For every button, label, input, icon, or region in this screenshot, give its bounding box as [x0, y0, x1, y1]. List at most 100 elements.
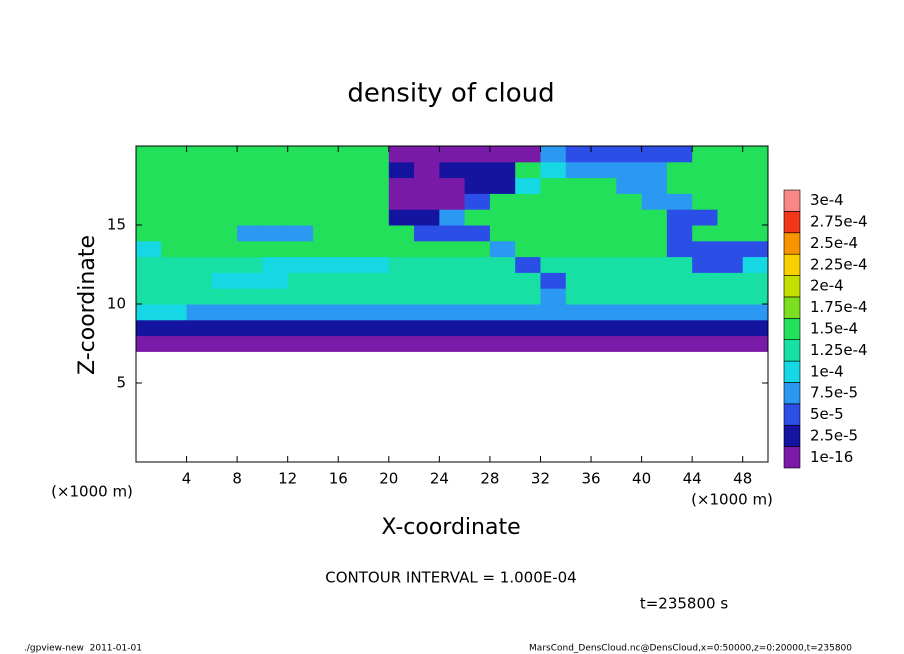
- heatmap-cell: [591, 193, 617, 210]
- heatmap-cell: [540, 304, 567, 321]
- heatmap-cell: [641, 240, 668, 258]
- x-tick-label: 32: [531, 470, 550, 488]
- heatmap-cell: [565, 272, 592, 289]
- heatmap-cell: [388, 256, 415, 273]
- heatmap-cell: [439, 335, 466, 352]
- heatmap-cell: [717, 304, 744, 321]
- heatmap-cell: [540, 335, 567, 352]
- heatmap-cell: [338, 193, 365, 210]
- heatmap-cell: [591, 240, 617, 258]
- heatmap-cell: [591, 288, 617, 305]
- heatmap-cell: [692, 225, 718, 242]
- heatmap-cell: [186, 225, 213, 242]
- heatmap-cell: [388, 177, 415, 194]
- heatmap-cell: [312, 161, 339, 179]
- heatmap-cell: [742, 209, 769, 226]
- colorbar-label: 3e-4: [810, 191, 844, 209]
- heatmap-cell: [287, 209, 314, 226]
- heatmap-cell: [136, 256, 162, 273]
- heatmap-cell: [439, 319, 466, 337]
- heatmap-cell: [591, 146, 617, 163]
- heatmap-cell: [591, 304, 617, 321]
- heatmap-cell: [186, 193, 213, 210]
- heatmap-cell: [692, 161, 718, 179]
- heatmap-cell: [287, 177, 314, 194]
- heatmap-cell: [464, 319, 491, 337]
- heatmap-cell: [565, 161, 592, 179]
- heatmap-cell: [388, 146, 415, 163]
- heatmap-cell: [312, 304, 339, 321]
- heatmap-cell: [591, 256, 617, 273]
- heatmap-cell: [666, 319, 693, 337]
- heatmap-cell: [338, 335, 365, 352]
- heatmap-cell: [287, 335, 314, 352]
- heatmap-cell: [515, 240, 541, 258]
- heatmap-cell: [262, 146, 289, 163]
- heatmap-cell: [616, 288, 643, 305]
- heatmap-cell: [540, 161, 567, 179]
- footer-left: ./gpview-new 2011-01-01: [24, 644, 142, 654]
- heatmap-cell: [388, 209, 415, 226]
- time-label: t=235800 s: [640, 595, 728, 613]
- heatmap-cell: [666, 335, 693, 352]
- heatmap-cell: [237, 146, 263, 163]
- heatmap-cell: [161, 240, 188, 258]
- heatmap-cell: [666, 225, 693, 242]
- x-tick-label: 24: [430, 470, 449, 488]
- heatmap-cell: [338, 161, 365, 179]
- heatmap-cell: [515, 335, 541, 352]
- heatmap-cell: [388, 319, 415, 337]
- heatmap-cell: [388, 335, 415, 352]
- heatmap-cell: [161, 193, 188, 210]
- heatmap-cell: [717, 177, 744, 194]
- heatmap-cell: [414, 161, 440, 179]
- heatmap-cell: [414, 177, 440, 194]
- colorbar-label: 2.25e-4: [810, 255, 868, 273]
- colorbar-label: 1e-4: [810, 362, 844, 380]
- heatmap-cell: [616, 240, 643, 258]
- heatmap-cell: [211, 177, 238, 194]
- x-tick-label: 12: [278, 470, 297, 488]
- heatmap-cell: [186, 256, 213, 273]
- heatmap-cell: [464, 272, 491, 289]
- heatmap-cell: [312, 209, 339, 226]
- heatmap-cell: [388, 193, 415, 210]
- heatmap-cell: [211, 304, 238, 321]
- heatmap-cell: [211, 335, 238, 352]
- heatmap-cell: [591, 272, 617, 289]
- heatmap-cell: [641, 146, 668, 163]
- heatmap-cell: [287, 319, 314, 337]
- x-tick-label: 4: [182, 470, 192, 488]
- heatmap-cell: [186, 161, 213, 179]
- heatmap-cell: [211, 225, 238, 242]
- heatmap-cell: [262, 209, 289, 226]
- heatmap-cell: [742, 225, 769, 242]
- heatmap-cell: [692, 319, 718, 337]
- heatmap-cell: [489, 288, 516, 305]
- x-tick-label: 28: [480, 470, 499, 488]
- heatmap-cell: [136, 319, 162, 337]
- heatmap-cell: [489, 256, 516, 273]
- heatmap-cell: [186, 272, 213, 289]
- heatmap-cell: [287, 225, 314, 242]
- heatmap-cell: [692, 146, 718, 163]
- heatmap-cell: [616, 146, 643, 163]
- heatmap-cell: [464, 193, 491, 210]
- x-tick-label: 36: [581, 470, 600, 488]
- heatmap-cell: [540, 256, 567, 273]
- heatmap-cell: [211, 288, 238, 305]
- heatmap-cell: [439, 225, 466, 242]
- heatmap-cell: [363, 256, 390, 273]
- heatmap-cell: [515, 177, 541, 194]
- heatmap-cell: [136, 209, 162, 226]
- heatmap-cell: [312, 240, 339, 258]
- heatmap-cell: [287, 256, 314, 273]
- heatmap-cell: [717, 161, 744, 179]
- heatmap-cell: [363, 304, 390, 321]
- heatmap-cell: [540, 319, 567, 337]
- y-axis-label: Z-coordinate: [75, 235, 100, 375]
- heatmap-cell: [262, 177, 289, 194]
- heatmap-cell: [717, 225, 744, 242]
- heatmap-cell: [338, 304, 365, 321]
- colorbar-label: 7.5e-5: [810, 384, 858, 402]
